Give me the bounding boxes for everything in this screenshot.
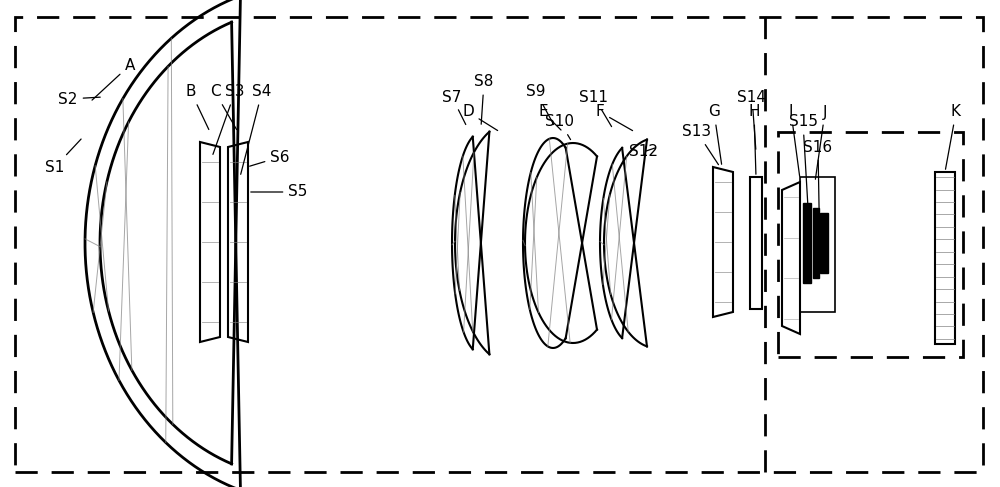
Text: S2: S2 <box>58 92 100 107</box>
Text: F: F <box>596 105 633 131</box>
Text: S12: S12 <box>629 145 658 160</box>
Polygon shape <box>200 142 220 342</box>
Text: D: D <box>462 105 498 131</box>
Text: S7: S7 <box>442 90 466 125</box>
Text: J: J <box>815 105 827 179</box>
Text: S9: S9 <box>526 85 554 125</box>
Text: S1: S1 <box>45 139 81 174</box>
Text: K: K <box>946 105 961 169</box>
Polygon shape <box>750 177 762 309</box>
Text: S6: S6 <box>250 150 290 166</box>
Bar <box>813 208 819 278</box>
Text: G: G <box>708 105 722 164</box>
Text: A: A <box>92 57 135 100</box>
Text: S13: S13 <box>682 125 718 165</box>
Bar <box>820 213 828 273</box>
Text: I: I <box>789 105 800 176</box>
Text: B: B <box>186 85 209 130</box>
Text: E: E <box>538 105 561 130</box>
Text: S3: S3 <box>213 85 245 154</box>
Text: S4: S4 <box>241 85 272 174</box>
Bar <box>800 177 835 312</box>
Bar <box>935 172 955 344</box>
Polygon shape <box>782 182 800 334</box>
Text: S16: S16 <box>803 139 833 259</box>
Text: S10: S10 <box>546 114 574 140</box>
Polygon shape <box>228 142 248 342</box>
Text: S11: S11 <box>580 90 612 127</box>
Text: S8: S8 <box>474 75 494 124</box>
Bar <box>803 203 811 283</box>
Text: C: C <box>210 85 237 130</box>
Text: S14: S14 <box>738 90 767 149</box>
Bar <box>778 132 963 357</box>
Text: S15: S15 <box>788 114 818 239</box>
Text: S5: S5 <box>251 185 308 200</box>
Text: H: H <box>748 105 760 174</box>
Polygon shape <box>713 167 733 317</box>
